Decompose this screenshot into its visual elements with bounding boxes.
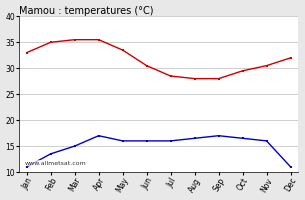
Text: www.allmetsat.com: www.allmetsat.com: [25, 161, 87, 166]
Text: Mamou : temperatures (°C): Mamou : temperatures (°C): [20, 6, 154, 16]
